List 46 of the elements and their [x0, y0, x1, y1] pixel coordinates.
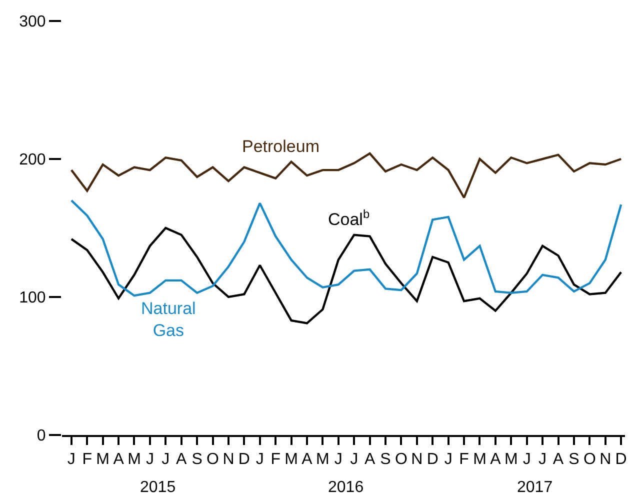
x-tick-label: N [222, 451, 234, 468]
x-tick-label: J [162, 451, 170, 468]
x-tick-label: M [96, 451, 110, 468]
x-tick-label: J [538, 451, 547, 468]
y-tick-label: 200 [19, 152, 46, 169]
x-tick-label: M [316, 451, 330, 468]
x-tick-label: N [411, 451, 423, 468]
x-tick-label: M [504, 451, 518, 468]
x-tick-label: M [284, 451, 298, 468]
x-tick-label: D [615, 451, 627, 468]
x-tick-label: J [522, 451, 531, 468]
x-tick-label: A [364, 451, 376, 468]
y-tick-label: 0 [36, 428, 46, 445]
x-tick-label: A [552, 451, 564, 468]
x-tick-label: A [302, 451, 313, 468]
x-tick-label: O [394, 451, 408, 468]
x-tick-label: F [270, 451, 281, 468]
x-tick-label: F [459, 451, 470, 468]
x-tick-label: N [600, 451, 612, 468]
x-tick-label: A [113, 451, 124, 468]
x-tick-label: D [238, 451, 250, 468]
x-tick-label: F [82, 451, 92, 468]
x-tick-label: A [490, 451, 502, 468]
x-tick-label: J [256, 451, 264, 468]
series-label: Natural Gas [141, 299, 196, 340]
x-tick-label: J [350, 451, 358, 468]
x-tick-label: M [473, 451, 486, 468]
x-tick-label: J [334, 451, 342, 468]
series-label: Coal$^{b}$ [328, 207, 370, 230]
x-tick-label: J [67, 451, 76, 468]
y-tick-label: 300 [19, 14, 46, 31]
x-tick-label: M [128, 451, 141, 468]
text: 2016 [328, 479, 364, 493]
y-tick-label: 100 [19, 290, 46, 307]
x-tick-label: D [426, 451, 438, 468]
x-tick-label: O [206, 451, 219, 468]
x-tick-label: A [176, 451, 188, 468]
series-label: Petroleum [242, 137, 320, 156]
x-tick-label: O [583, 451, 596, 468]
x-tick-label: J [444, 451, 452, 468]
x-tick-label: S [380, 451, 391, 468]
text: 2015 [140, 479, 176, 493]
text: 2017 [517, 479, 553, 493]
x-tick-label: S [568, 451, 580, 468]
x-tick-label: J [146, 451, 154, 468]
x-tick-label: S [192, 451, 202, 468]
